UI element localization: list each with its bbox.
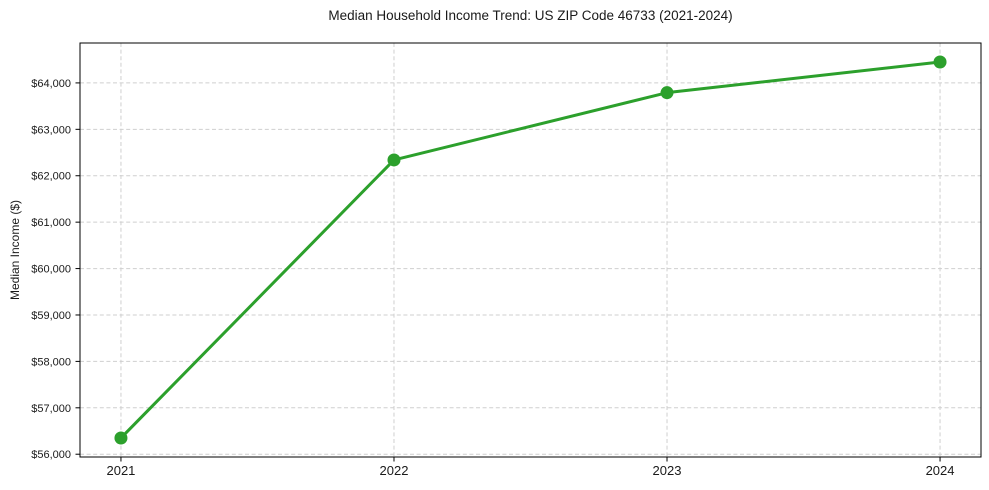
data-point-marker	[933, 55, 947, 69]
axis-layer	[75, 42, 982, 462]
trend-line	[119, 60, 942, 440]
data-point-marker	[660, 86, 674, 100]
data-point-marker	[114, 431, 128, 445]
y-tick-label: $62,000	[31, 171, 71, 183]
x-tick-label: 2021	[106, 463, 135, 478]
y-tick-label: $60,000	[31, 264, 71, 276]
series-layer	[114, 55, 947, 445]
label-layer: $56,000 $57,000 $58,000 $59,000 $60,000 $61,0…	[31, 78, 954, 478]
y-tick-label: $64,000	[31, 78, 71, 90]
grid-layer	[80, 43, 981, 457]
x-tick-label: 2023	[653, 463, 682, 478]
chart-title: Median Household Income Trend: US ZIP Co…	[328, 8, 733, 23]
plot-border	[79, 42, 982, 458]
y-tick-label: $57,000	[31, 403, 71, 415]
y-tick-label: $58,000	[31, 356, 71, 368]
data-point-marker	[387, 153, 401, 167]
y-tick-label: $63,000	[31, 124, 71, 136]
y-tick-label: $61,000	[31, 217, 71, 229]
y-tick-label: $59,000	[31, 310, 71, 322]
y-tick-label: $56,000	[31, 449, 71, 461]
x-tick-label: 2024	[926, 463, 955, 478]
x-tick-label: 2022	[380, 463, 409, 478]
